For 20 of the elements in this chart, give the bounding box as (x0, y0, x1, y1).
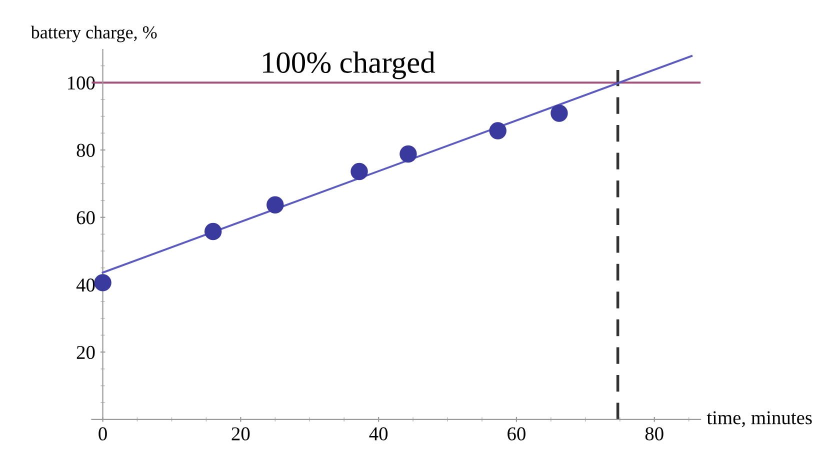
x-tick-label: 0 (98, 427, 107, 440)
point (350, 162, 368, 180)
point (550, 104, 568, 122)
y-axis-title: battery charge, % (30, 26, 157, 42)
point (400, 145, 417, 163)
point (94, 274, 112, 292)
point (266, 196, 284, 214)
point (204, 222, 222, 240)
y-tick-label: 40 (76, 278, 95, 292)
y-tick-label: 60 (76, 211, 95, 224)
y-tick-label: 20 (76, 346, 95, 360)
point (489, 122, 506, 140)
ref-line-label: 100% charged (263, 51, 436, 80)
x-tick-label: 40 (369, 427, 388, 440)
x-tick-label: 20 (232, 427, 250, 440)
y-tick-label: 80 (76, 144, 95, 157)
x-tick-label: 80 (645, 427, 664, 440)
x-tick-label: 60 (508, 427, 526, 440)
y-tick-label: 100 (68, 76, 95, 90)
x-axis-title: time, minutes (706, 411, 812, 428)
